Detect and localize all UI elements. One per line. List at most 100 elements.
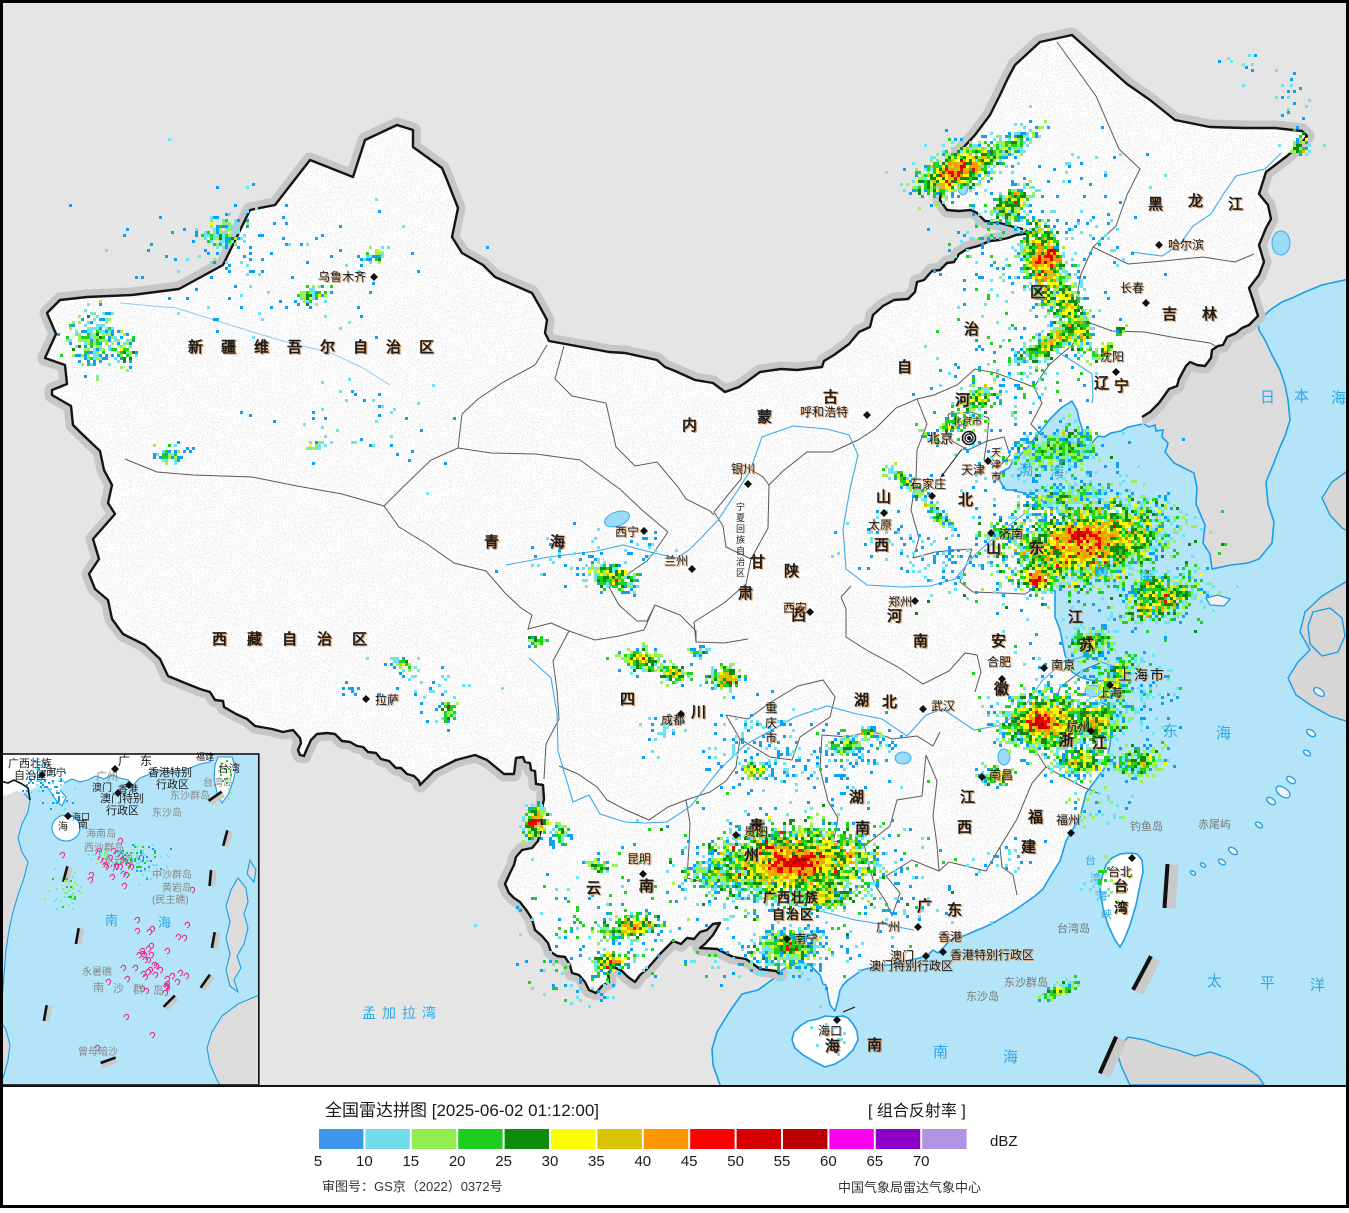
svg-text:济南: 济南 <box>1000 527 1024 542</box>
svg-text:广西壮族: 广西壮族 <box>763 890 819 905</box>
svg-text:苏: 苏 <box>1080 637 1095 655</box>
svg-text:津: 津 <box>991 459 1001 471</box>
svg-text:北: 北 <box>882 694 897 711</box>
svg-text:65: 65 <box>866 1153 883 1170</box>
svg-text:中国气象局雷达气象中心: 中国气象局雷达气象中心 <box>838 1180 981 1195</box>
svg-text:市: 市 <box>992 471 1002 484</box>
svg-text:台: 台 <box>1085 853 1096 867</box>
svg-text:上海市: 上海市 <box>1118 667 1166 683</box>
svg-text:重: 重 <box>765 701 777 715</box>
svg-text:海: 海 <box>158 915 171 930</box>
svg-text:南京: 南京 <box>1052 658 1076 673</box>
svg-text:南: 南 <box>855 819 870 837</box>
svg-text:徽: 徽 <box>993 680 1010 698</box>
svg-text:昆明: 昆明 <box>628 853 652 867</box>
svg-text:上海市: 上海市 <box>1119 668 1167 684</box>
svg-text:江: 江 <box>1229 196 1244 214</box>
svg-text:太原: 太原 <box>869 518 893 533</box>
svg-text:南: 南 <box>856 820 871 838</box>
svg-text:北: 北 <box>959 493 974 510</box>
svg-text:江: 江 <box>1092 734 1107 752</box>
svg-text:香港特别: 香港特别 <box>148 765 192 779</box>
svg-text:津: 津 <box>992 460 1002 472</box>
svg-text:全国雷达拼图 [2025-06-02 01:12:00]: 全国雷达拼图 [2025-06-02 01:12:00] <box>325 1101 599 1120</box>
svg-text:沙: 沙 <box>113 982 124 995</box>
svg-text:西: 西 <box>958 820 973 837</box>
svg-text:赤尾屿: 赤尾屿 <box>1198 818 1231 831</box>
svg-text:55: 55 <box>774 1153 791 1170</box>
svg-text:武汉: 武汉 <box>932 700 956 714</box>
svg-text:南: 南 <box>933 1044 948 1061</box>
svg-text:龙: 龙 <box>1188 193 1204 211</box>
svg-text:辽: 辽 <box>1094 375 1109 392</box>
svg-text:南: 南 <box>914 633 929 651</box>
svg-text:南宁: 南宁 <box>46 766 66 779</box>
svg-text:哈尔滨: 哈尔滨 <box>1168 237 1204 252</box>
svg-text:湾: 湾 <box>1090 871 1101 885</box>
svg-text:30: 30 <box>542 1153 559 1170</box>
svg-text:5: 5 <box>314 1153 322 1170</box>
svg-text:西: 西 <box>957 819 972 836</box>
svg-text:湖: 湖 <box>855 693 870 710</box>
svg-text:东: 东 <box>140 754 152 768</box>
svg-text:拉萨: 拉萨 <box>376 693 400 708</box>
svg-text:安: 安 <box>992 633 1007 651</box>
svg-text:杭州: 杭州 <box>1066 719 1090 734</box>
svg-text:20: 20 <box>449 1153 466 1170</box>
svg-text:龙: 龙 <box>1187 192 1203 210</box>
svg-text:西: 西 <box>874 537 889 554</box>
svg-text:宁: 宁 <box>736 501 745 512</box>
svg-text:天津: 天津 <box>961 463 985 477</box>
svg-text:西: 西 <box>875 538 890 555</box>
svg-text:50: 50 <box>727 1153 744 1170</box>
svg-text:南: 南 <box>867 1036 882 1054</box>
svg-text:海: 海 <box>825 1037 840 1055</box>
svg-text:西: 西 <box>792 608 807 625</box>
svg-text:林: 林 <box>1203 306 1219 324</box>
svg-text:台北: 台北 <box>1109 865 1133 880</box>
svg-text:东沙群岛: 东沙群岛 <box>170 789 210 802</box>
svg-text:南昌: 南昌 <box>989 767 1013 782</box>
svg-text:治: 治 <box>964 320 979 338</box>
svg-text:四: 四 <box>621 692 636 709</box>
svg-text:江: 江 <box>1093 735 1108 753</box>
svg-text:海: 海 <box>1216 725 1231 742</box>
svg-text:东沙岛: 东沙岛 <box>966 989 999 1003</box>
svg-text:川: 川 <box>690 704 706 721</box>
svg-text:行政区: 行政区 <box>156 777 189 791</box>
svg-text:60: 60 <box>820 1153 837 1170</box>
svg-text:广西壮族: 广西壮族 <box>8 756 52 770</box>
svg-text:北京: 北京 <box>928 432 954 447</box>
svg-text:贵: 贵 <box>750 818 765 836</box>
svg-text:海口: 海口 <box>818 1023 842 1038</box>
svg-text:河: 河 <box>887 607 902 625</box>
svg-text:自治区: 自治区 <box>773 908 815 923</box>
svg-text:江: 江 <box>961 789 976 807</box>
svg-text:香港: 香港 <box>939 931 963 945</box>
svg-text:福州: 福州 <box>1057 813 1081 828</box>
svg-text:台湾岛: 台湾岛 <box>203 776 233 789</box>
svg-text:岛: 岛 <box>153 983 164 997</box>
svg-text:北京市: 北京市 <box>952 415 982 428</box>
svg-text:武汉: 武汉 <box>931 699 955 713</box>
svg-text:长春: 长春 <box>1121 282 1145 296</box>
svg-text:天津: 天津 <box>962 464 986 478</box>
svg-text:石家庄: 石家庄 <box>911 477 947 492</box>
svg-text:海: 海 <box>1050 464 1064 480</box>
svg-text:建: 建 <box>1021 838 1037 856</box>
svg-text:广: 广 <box>918 898 933 916</box>
svg-text:兰州: 兰州 <box>665 555 689 569</box>
svg-text:海南岛: 海南岛 <box>86 827 116 840</box>
svg-text:内: 内 <box>683 417 698 435</box>
svg-text:南: 南 <box>105 913 118 928</box>
svg-text:石家庄: 石家庄 <box>910 476 946 491</box>
svg-text:蒙: 蒙 <box>757 408 772 426</box>
svg-text:香港: 香港 <box>118 784 138 796</box>
svg-text:中沙群岛: 中沙群岛 <box>152 868 192 881</box>
svg-text:银川: 银川 <box>732 463 756 477</box>
svg-text:澳门: 澳门 <box>890 948 914 963</box>
svg-text:西沙群岛: 西沙群岛 <box>84 841 124 854</box>
svg-text:治: 治 <box>736 556 745 567</box>
svg-text:江: 江 <box>1069 609 1084 627</box>
svg-text:成都: 成都 <box>661 713 685 727</box>
